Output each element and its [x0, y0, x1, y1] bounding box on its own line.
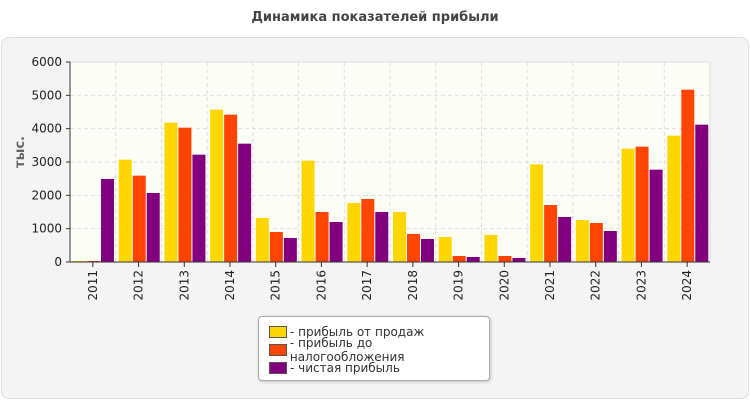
x-tick-label: 2011	[86, 270, 100, 301]
bar	[544, 205, 558, 262]
legend-swatch	[269, 326, 287, 338]
bar	[452, 256, 466, 262]
bar	[466, 257, 480, 262]
bar	[224, 114, 238, 263]
y-axis-label: тыс.	[13, 136, 28, 168]
bar	[603, 231, 617, 262]
bar	[407, 234, 420, 262]
bar	[255, 218, 269, 262]
bar	[438, 237, 452, 262]
legend: - прибыль от продаж - прибыль до налогоо…	[258, 316, 490, 381]
y-tick-label: 2000	[31, 188, 62, 202]
bar	[667, 135, 681, 262]
legend-label: - чистая прибыль	[290, 361, 400, 375]
x-tick-label: 2013	[177, 270, 191, 301]
bar	[101, 179, 114, 262]
bar	[681, 89, 695, 263]
x-tick-label: 2016	[314, 270, 328, 301]
bar	[421, 239, 434, 262]
bar	[283, 238, 297, 262]
bar	[347, 203, 361, 262]
x-tick-label: 2023	[634, 270, 648, 301]
bar	[695, 124, 709, 263]
x-tick-label: 2017	[360, 270, 374, 301]
y-tick-label: 1000	[31, 222, 62, 236]
x-tick-label: 2020	[497, 270, 511, 301]
x-tick-label: 2021	[543, 270, 557, 301]
x-tick-label: 2019	[452, 270, 466, 301]
bar	[210, 109, 224, 263]
legend-swatch	[269, 344, 287, 356]
chart-title: Динамика показателей прибыли	[251, 10, 499, 25]
bar	[269, 232, 283, 262]
bar	[164, 122, 178, 263]
bar	[132, 175, 146, 262]
legend-label: - прибыль до налогообложения	[289, 336, 405, 364]
x-tick-label: 2018	[406, 270, 420, 301]
legend-item: - прибыль до налогообложения	[269, 336, 489, 364]
x-tick-label: 2012	[132, 270, 146, 301]
y-tick-label: 6000	[31, 55, 62, 69]
bar	[393, 212, 406, 262]
x-tick-label: 2024	[680, 270, 694, 301]
y-tick-label: 3000	[31, 155, 62, 169]
x-tick-label: 2015	[269, 270, 283, 301]
bar	[484, 235, 498, 262]
x-tick-label: 2022	[589, 270, 603, 301]
bar	[575, 220, 589, 262]
bar	[178, 127, 192, 263]
x-tick-label: 2014	[223, 270, 237, 301]
bar	[238, 143, 252, 262]
bar	[498, 256, 512, 262]
bar	[301, 160, 315, 262]
bar	[329, 222, 343, 262]
bar	[558, 217, 572, 262]
y-tick-label: 4000	[31, 122, 62, 136]
y-tick-label: 0	[54, 255, 62, 269]
legend-item: - прибыль от продаж	[269, 323, 489, 341]
y-tick-label: 5000	[31, 88, 62, 102]
bar	[315, 212, 329, 262]
bar	[118, 159, 132, 262]
legend-item: - чистая прибыль	[269, 359, 489, 377]
bar	[192, 154, 206, 262]
bar	[361, 199, 375, 262]
bar	[589, 223, 603, 262]
bar	[530, 164, 544, 262]
bar	[649, 169, 663, 262]
legend-swatch	[269, 362, 287, 374]
bar	[146, 193, 160, 262]
legend-label: - прибыль от продаж	[290, 325, 425, 339]
bar	[375, 212, 389, 262]
bar	[621, 148, 635, 262]
bar	[635, 146, 649, 262]
bar	[512, 258, 526, 262]
